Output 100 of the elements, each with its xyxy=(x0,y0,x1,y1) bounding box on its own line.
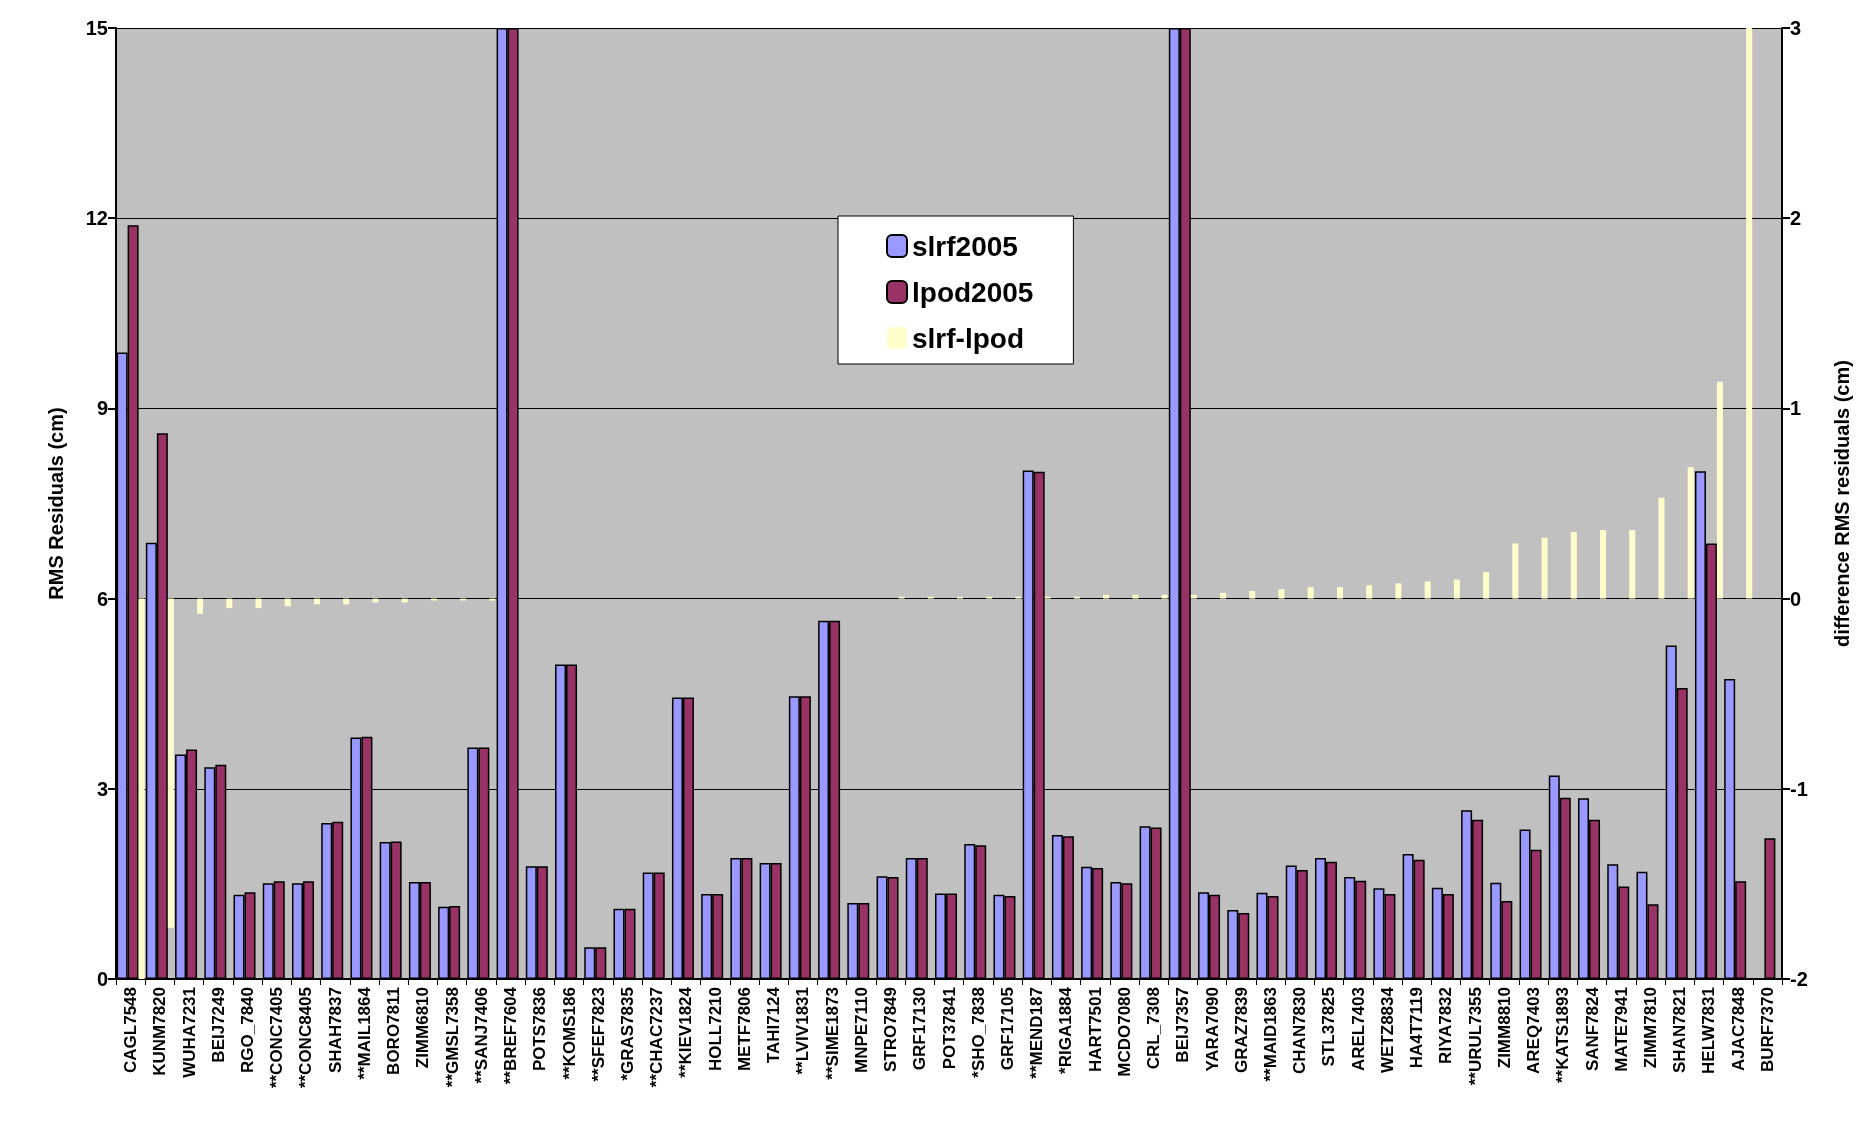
bar xyxy=(284,598,291,607)
bar xyxy=(1483,571,1490,599)
bar xyxy=(1512,543,1519,599)
x-tick-label: **MAID1863 xyxy=(1261,987,1281,1082)
y2-axis-title: difference RMS residuals (cm) xyxy=(1831,360,1853,647)
x-tick-label: **SFEF7823 xyxy=(588,987,608,1082)
bar xyxy=(1453,579,1460,599)
bar xyxy=(255,598,262,609)
x-tick-label: BORO7811 xyxy=(384,987,404,1075)
x-tick-label: SANF7824 xyxy=(1582,986,1602,1072)
x-tick-label: BEIJ7357 xyxy=(1173,987,1193,1063)
x-tick-label: GRF17130 xyxy=(910,987,930,1071)
bar xyxy=(1395,583,1402,599)
legend-label: lpod2005 xyxy=(912,276,1034,308)
x-tick-label: STL37825 xyxy=(1319,987,1339,1067)
bar xyxy=(197,598,204,614)
x-tick-label: CAGL7548 xyxy=(121,987,141,1073)
y-axis-title: RMS Residuals (cm) xyxy=(45,407,67,600)
x-tick-label: MNPE7110 xyxy=(851,987,871,1073)
bar xyxy=(226,598,233,609)
x-tick-label: BEIJ7249 xyxy=(208,987,228,1063)
y-tick-label: 6 xyxy=(96,587,108,610)
x-tick-label: YARA7090 xyxy=(1202,987,1222,1072)
x-tick-label: **KOMS186 xyxy=(559,987,579,1080)
x-tick-label: HOLL7210 xyxy=(705,987,725,1072)
x-tick-label: RGO_7840 xyxy=(238,987,258,1073)
y2-tick-label: 1 xyxy=(1790,397,1802,420)
x-tick-label: WETZ8834 xyxy=(1377,986,1397,1073)
bar xyxy=(1249,590,1256,599)
x-tick-label: RIYA7832 xyxy=(1436,987,1456,1064)
x-tick-label: **KATS1893 xyxy=(1553,987,1573,1084)
x-tick-label: BURF7370 xyxy=(1757,987,1777,1073)
x-tick-label: CRL_7308 xyxy=(1144,987,1164,1070)
x-tick-label: CHAN7830 xyxy=(1290,987,1310,1074)
y2-tick-label: -2 xyxy=(1790,968,1808,990)
y-tick-label: 9 xyxy=(96,397,108,420)
x-tick-label: POTS7836 xyxy=(530,987,550,1072)
x-tick-label: WUHA7231 xyxy=(179,987,199,1078)
bar xyxy=(1278,589,1285,599)
bar xyxy=(1161,594,1168,599)
y-tick-label: 3 xyxy=(96,777,108,800)
bar xyxy=(1629,530,1636,599)
bar xyxy=(1190,594,1197,599)
bar xyxy=(1658,497,1665,599)
y-tick-label: 0 xyxy=(96,968,108,990)
x-tick-label: METF7806 xyxy=(734,987,754,1072)
x-tick-label: **GMSL7358 xyxy=(442,987,462,1088)
y2-tick-label: 0 xyxy=(1790,587,1802,610)
x-tick-label: **CHAC7237 xyxy=(647,987,667,1088)
bar xyxy=(1366,585,1373,599)
bar xyxy=(1307,587,1314,599)
legend-label: slrf-lpod xyxy=(912,322,1024,354)
x-tick-label: MATE7941 xyxy=(1611,987,1631,1072)
x-tick-label: HA4T7119 xyxy=(1407,987,1427,1069)
x-tick-label: **KIEV1824 xyxy=(676,986,696,1078)
x-tick-label: **BREF7604 xyxy=(501,986,521,1085)
x-tick-label: STRO7849 xyxy=(881,987,901,1073)
bar xyxy=(1220,592,1227,599)
bar xyxy=(1600,530,1607,599)
y-tick-label: 12 xyxy=(85,207,108,230)
x-tick-label: AJAC7848 xyxy=(1728,987,1748,1072)
x-tick-label: HELW7831 xyxy=(1699,987,1719,1074)
y2-tick-label: 3 xyxy=(1790,17,1802,39)
x-tick-label: KUNM7820 xyxy=(150,987,170,1076)
x-tick-label: HART7501 xyxy=(1085,987,1105,1073)
x-tick-label: **MAIL1864 xyxy=(354,986,374,1080)
x-tick-label: *GRAS7835 xyxy=(617,987,637,1081)
bar xyxy=(1541,537,1548,599)
bar xyxy=(1716,381,1723,599)
x-tick-label: **SANJ7406 xyxy=(471,987,491,1084)
x-tick-label: **CONC8405 xyxy=(296,987,316,1089)
bar xyxy=(1336,587,1343,599)
bar xyxy=(1570,532,1577,599)
x-tick-label: **URUL7355 xyxy=(1465,987,1485,1086)
bar xyxy=(1746,28,1753,599)
legend-label: slrf2005 xyxy=(912,230,1018,262)
y-tick-label: 15 xyxy=(85,17,108,39)
x-tick-label: AREL7403 xyxy=(1348,987,1368,1072)
x-tick-label: POT37841 xyxy=(939,987,959,1070)
x-tick-label: ZIMM6810 xyxy=(413,987,433,1069)
bar xyxy=(1103,594,1110,599)
x-tick-label: SHAN7821 xyxy=(1670,987,1690,1073)
x-tick-label: **LVIV1831 xyxy=(793,987,813,1075)
x-tick-label: ZIMM8810 xyxy=(1494,987,1514,1069)
x-tick-label: *SHO_7838 xyxy=(968,987,988,1078)
x-tick-label: MCDO7080 xyxy=(1114,987,1134,1077)
x-tick-label: SHAH7837 xyxy=(325,987,345,1073)
x-tick-label: GRAZ7839 xyxy=(1231,987,1251,1073)
x-tick-label: **SIME1873 xyxy=(822,987,842,1080)
y2-tick-label: -1 xyxy=(1790,777,1808,800)
x-tick-label: *RIGA1884 xyxy=(1056,986,1076,1074)
x-tick-label: **MEND187 xyxy=(1027,987,1047,1079)
x-tick-label: AREQ7403 xyxy=(1524,987,1544,1074)
x-tick-label: ZIMM7810 xyxy=(1640,987,1660,1069)
x-tick-label: GRF17105 xyxy=(997,987,1017,1071)
x-tick-label: TAHI7124 xyxy=(764,986,784,1064)
bar xyxy=(1424,581,1431,599)
x-tick-label: **CONC7405 xyxy=(267,987,287,1089)
y2-tick-label: 2 xyxy=(1790,207,1802,230)
bar xyxy=(1132,594,1139,599)
